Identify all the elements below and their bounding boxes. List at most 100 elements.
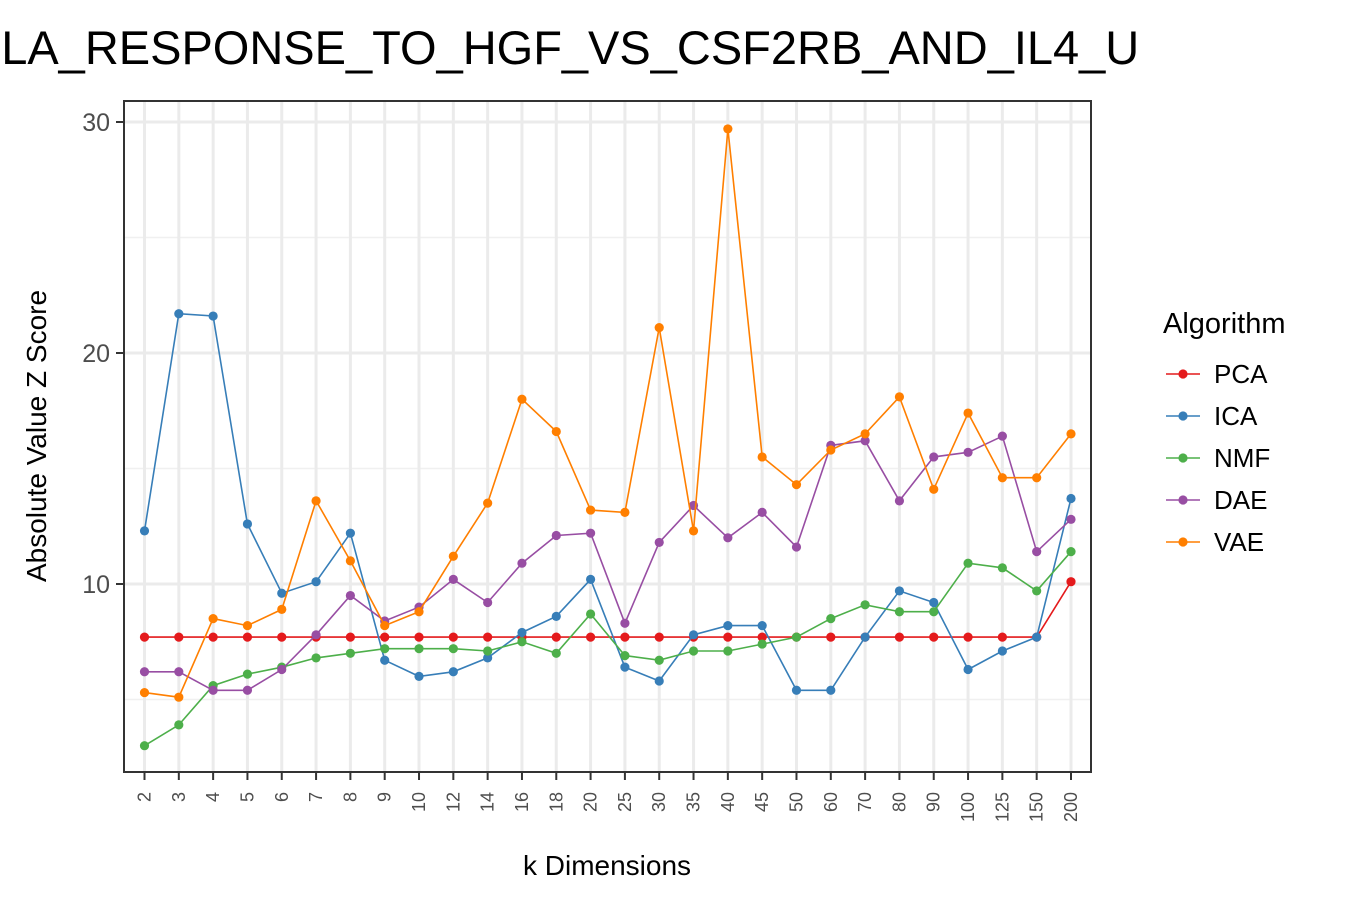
x-tick-label: 40: [718, 792, 738, 812]
data-point-nmf: [654, 655, 664, 665]
data-point-dae: [345, 590, 355, 601]
data-point-ica: [723, 620, 733, 631]
data-point-vae: [483, 498, 493, 508]
data-point-ica: [757, 620, 767, 631]
data-point-vae: [277, 604, 287, 615]
data-point-ica: [1066, 493, 1076, 504]
x-tick-label: 90: [924, 792, 944, 812]
data-point-pca: [380, 632, 390, 642]
x-tick-label: 125: [992, 792, 1012, 822]
data-point-dae: [483, 597, 493, 608]
data-point-nmf: [757, 639, 767, 649]
data-point-dae: [723, 533, 733, 543]
data-point-ica: [1032, 632, 1042, 642]
data-point-dae: [208, 685, 218, 695]
data-point-pca: [551, 632, 561, 642]
y-axis-label: Absolute Value Z Score: [21, 290, 52, 582]
data-point-vae: [860, 429, 870, 439]
data-point-nmf: [997, 563, 1007, 573]
data-point-nmf: [791, 632, 802, 642]
data-point-vae: [139, 687, 150, 698]
data-point-vae: [997, 473, 1007, 483]
data-point-dae: [654, 537, 664, 548]
x-tick-label: 80: [889, 792, 909, 812]
data-point-ica: [277, 588, 287, 598]
x-tick-label: 30: [649, 792, 669, 812]
data-point-dae: [1066, 514, 1076, 524]
data-point-dae: [277, 664, 287, 675]
data-point-vae: [414, 607, 424, 617]
data-point-ica: [826, 685, 836, 695]
data-point-dae: [757, 507, 767, 517]
series-line-pca: [144, 581, 1072, 638]
data-point-pca: [242, 632, 253, 642]
data-point-ica: [517, 627, 527, 638]
data-point-vae: [448, 551, 458, 561]
data-point-pca: [620, 632, 630, 642]
data-point-pca: [723, 632, 733, 642]
x-tick-label: 10: [409, 792, 429, 812]
data-point-ica: [620, 662, 630, 672]
data-point-vae: [791, 480, 802, 490]
legend-key-point: [1178, 537, 1188, 547]
data-point-nmf: [139, 741, 150, 751]
x-tick-label: 20: [581, 792, 601, 812]
legend-label-dae: DAE: [1214, 485, 1267, 515]
data-point-pca: [1066, 577, 1076, 587]
data-point-nmf: [345, 648, 355, 658]
legend-key-point: [1178, 411, 1188, 421]
data-point-ica: [483, 653, 493, 663]
data-point-ica: [997, 646, 1007, 656]
data-point-nmf: [1032, 586, 1042, 596]
data-point-pca: [585, 632, 596, 642]
data-point-dae: [860, 436, 870, 446]
series-lines: [139, 124, 1076, 751]
data-point-dae: [963, 447, 973, 457]
data-point-ica: [551, 611, 561, 621]
legend-label-nmf: NMF: [1214, 443, 1270, 473]
x-tick-label: 100: [958, 792, 978, 822]
chart-title-text: ILLA_RESPONSE_TO_HGF_VS_CSF2RB_AND_IL4_U: [0, 21, 1140, 74]
data-point-nmf: [585, 609, 596, 619]
data-point-vae: [174, 692, 184, 702]
x-tick-label: 70: [855, 792, 875, 812]
legend-title: Algorithm: [1163, 308, 1286, 340]
data-point-ica: [963, 664, 973, 675]
legend: Algorithm PCA ICA NMF DAE VAE: [1163, 308, 1286, 557]
y-tick-label: 30: [82, 109, 110, 137]
data-point-nmf: [380, 644, 390, 654]
x-axis-label: k Dimensions: [523, 850, 691, 881]
data-point-dae: [1032, 547, 1042, 557]
data-point-dae: [997, 431, 1007, 441]
data-point-pca: [414, 632, 424, 642]
x-tick-label: 9: [375, 792, 395, 802]
data-point-dae: [551, 530, 561, 541]
legend-key-point: [1178, 369, 1188, 379]
data-point-vae: [620, 507, 630, 517]
legend-label-vae: VAE: [1214, 527, 1264, 557]
data-point-vae: [1032, 473, 1042, 483]
legend-label-pca: PCA: [1214, 359, 1268, 389]
data-point-nmf: [620, 651, 630, 661]
data-point-pca: [208, 632, 218, 642]
x-tick-label: 12: [443, 792, 463, 812]
data-point-nmf: [517, 637, 527, 647]
y-tick-label: 10: [82, 571, 110, 599]
data-point-vae: [654, 322, 664, 333]
data-point-nmf: [311, 653, 321, 663]
data-point-ica: [585, 574, 596, 584]
data-point-nmf: [826, 614, 836, 624]
chart-title: ILLA_RESPONSE_TO_HGF_VS_CSF2RB_AND_IL4_U: [0, 18, 1350, 78]
data-point-nmf: [414, 644, 424, 654]
data-point-dae: [139, 667, 150, 677]
data-point-vae: [380, 620, 390, 631]
data-point-nmf: [551, 648, 561, 658]
data-point-vae: [311, 496, 321, 506]
x-tick-label: 3: [169, 792, 189, 802]
data-point-pca: [997, 632, 1007, 642]
x-tick-label: 2: [135, 792, 155, 802]
data-point-pca: [483, 632, 493, 642]
x-tick-label: 4: [203, 792, 223, 802]
gridlines: [124, 101, 1091, 772]
